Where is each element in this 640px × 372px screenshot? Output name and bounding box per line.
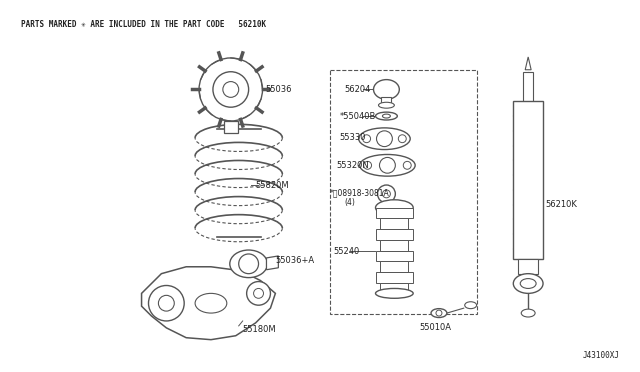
Ellipse shape <box>376 112 397 120</box>
Ellipse shape <box>513 274 543 294</box>
Polygon shape <box>141 267 275 340</box>
Bar <box>224 121 237 133</box>
Circle shape <box>239 254 259 274</box>
Text: 55320N: 55320N <box>337 161 370 170</box>
Text: 56204: 56204 <box>345 85 371 94</box>
Bar <box>524 72 533 106</box>
Ellipse shape <box>230 250 268 278</box>
Circle shape <box>246 282 271 305</box>
Bar <box>376 272 413 283</box>
Circle shape <box>213 72 248 107</box>
Text: PARTS MARKED ✳ ARE INCLUDED IN THE PART CODE   56210K: PARTS MARKED ✳ ARE INCLUDED IN THE PART … <box>20 20 266 29</box>
Bar <box>518 259 538 274</box>
Bar <box>376 250 413 261</box>
Circle shape <box>376 131 392 147</box>
Text: 55820M: 55820M <box>255 180 289 189</box>
Polygon shape <box>525 57 531 70</box>
Circle shape <box>378 185 396 203</box>
Text: 55010A: 55010A <box>419 323 451 332</box>
Circle shape <box>223 81 239 97</box>
Text: 55240: 55240 <box>333 247 359 256</box>
Ellipse shape <box>521 309 535 317</box>
Bar <box>380 240 408 250</box>
Circle shape <box>159 295 174 311</box>
Ellipse shape <box>376 288 413 298</box>
Text: 55036: 55036 <box>266 85 292 94</box>
Ellipse shape <box>465 302 477 309</box>
Ellipse shape <box>431 309 447 318</box>
Ellipse shape <box>383 114 390 118</box>
Bar <box>376 208 413 218</box>
Bar <box>330 70 477 314</box>
Circle shape <box>403 161 412 169</box>
Ellipse shape <box>376 200 413 215</box>
Text: J43100XJ: J43100XJ <box>582 351 620 360</box>
Text: 55180M: 55180M <box>243 326 276 334</box>
Circle shape <box>253 288 264 298</box>
Polygon shape <box>266 256 278 270</box>
Text: *ⓝ08918-3081A: *ⓝ08918-3081A <box>330 188 390 198</box>
Circle shape <box>148 285 184 321</box>
Text: *55040B: *55040B <box>340 112 376 121</box>
Text: (4): (4) <box>345 198 356 207</box>
Bar <box>380 261 408 272</box>
Text: 55330: 55330 <box>340 133 366 142</box>
Bar <box>513 101 543 259</box>
Circle shape <box>436 310 442 316</box>
Circle shape <box>383 190 390 198</box>
Ellipse shape <box>520 279 536 288</box>
Ellipse shape <box>378 102 394 108</box>
Circle shape <box>380 157 396 173</box>
Bar <box>381 97 392 105</box>
Circle shape <box>363 135 371 142</box>
Ellipse shape <box>358 128 410 150</box>
Ellipse shape <box>360 154 415 176</box>
Circle shape <box>364 161 372 169</box>
Text: 55036+A: 55036+A <box>275 256 314 265</box>
Circle shape <box>398 135 406 142</box>
Bar <box>380 218 408 229</box>
Text: 56210K: 56210K <box>545 200 577 209</box>
Bar <box>376 229 413 240</box>
Bar <box>380 283 408 294</box>
Ellipse shape <box>374 80 399 99</box>
